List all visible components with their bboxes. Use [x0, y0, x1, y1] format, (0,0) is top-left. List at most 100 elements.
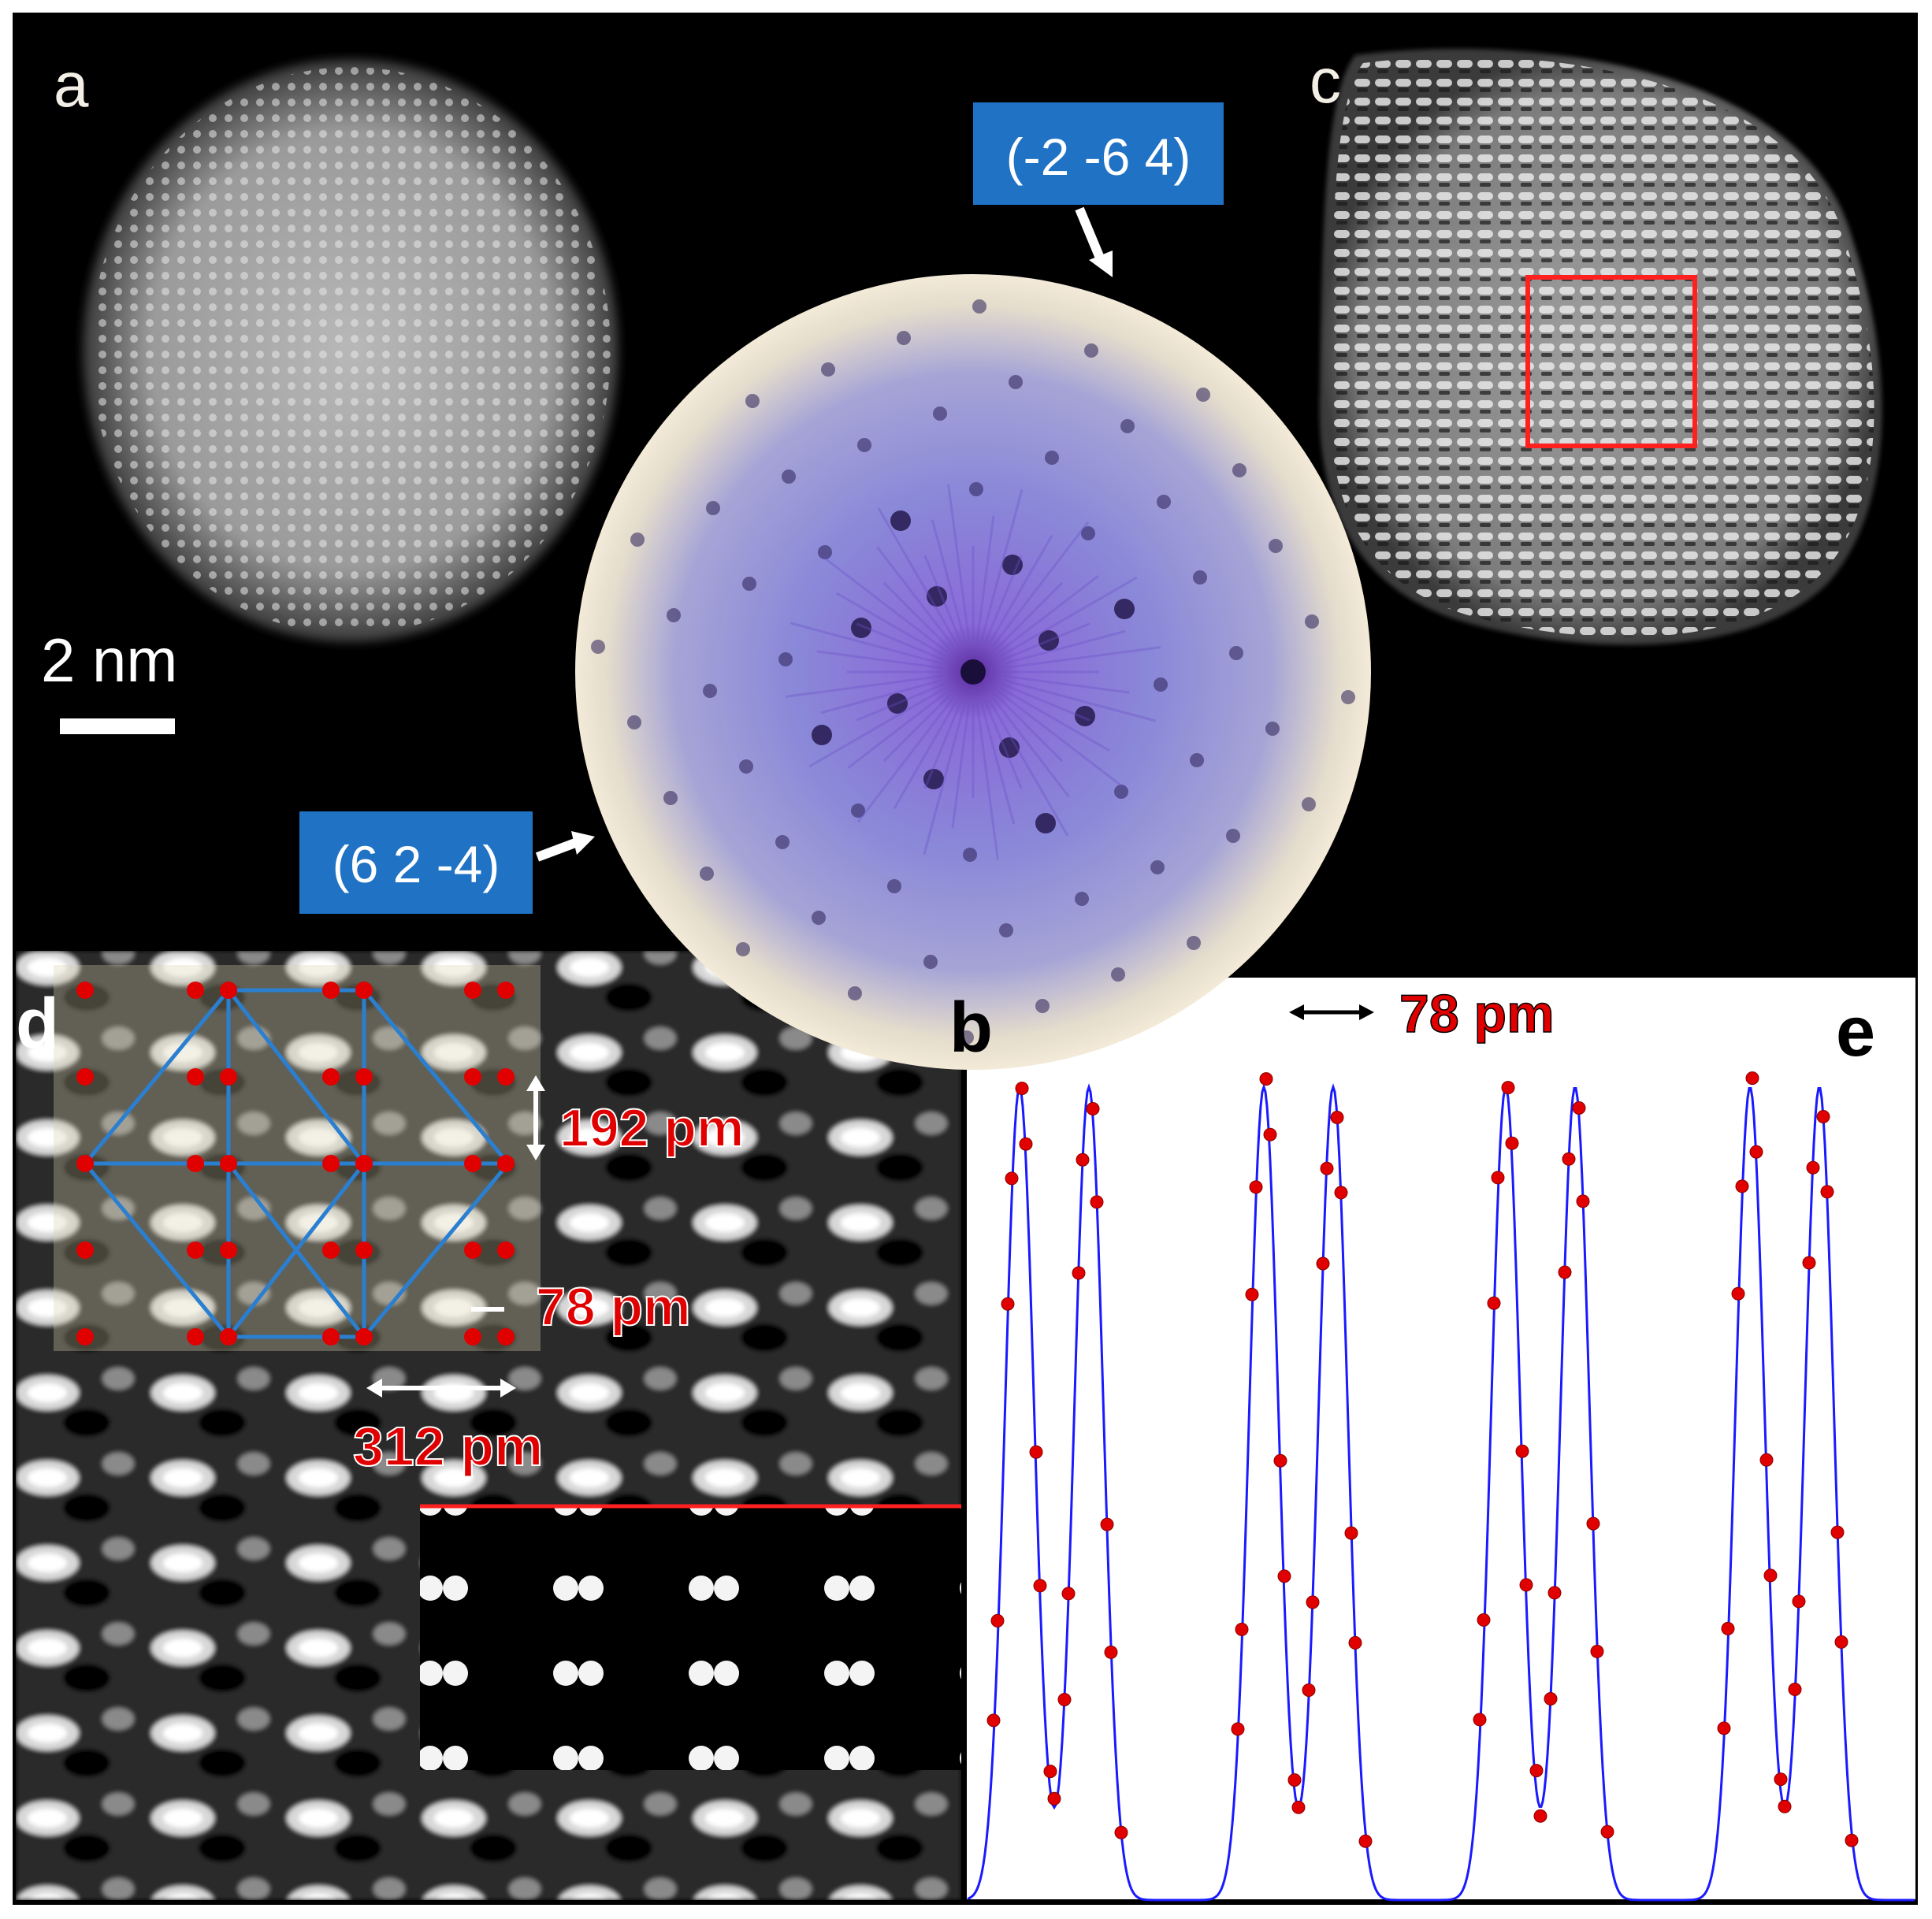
profile-point: [1334, 1186, 1348, 1200]
profile-point: [1358, 1834, 1373, 1848]
profile-point: [1802, 1256, 1816, 1270]
panel-d-overlay-region: [54, 965, 541, 1351]
fft-spot: [818, 545, 832, 559]
fft-spot: [775, 835, 790, 849]
fft-spot: [887, 879, 901, 893]
fft-spot: [706, 501, 720, 515]
panel-b-label: b: [949, 989, 993, 1067]
reflection-left-arrow: [535, 831, 595, 862]
fft-spot: [1196, 388, 1210, 402]
fft-streak: [882, 581, 952, 651]
atom-dot: [322, 1328, 340, 1346]
profile-point: [1043, 1765, 1057, 1779]
fft-streak: [923, 555, 963, 644]
profile-point: [1491, 1171, 1505, 1185]
atom-dot: [322, 1242, 340, 1259]
fft-spot: [1305, 614, 1319, 629]
fft-spot: [999, 923, 1013, 937]
atom-dot: [464, 1328, 481, 1346]
atom-dot: [355, 1155, 373, 1172]
profile-points: [986, 1071, 1859, 1848]
fft-spot: [999, 737, 1020, 758]
atom-dot: [464, 982, 481, 999]
profile-point: [1759, 1453, 1774, 1467]
atom-dot: [76, 982, 94, 999]
fft-streak: [856, 696, 955, 823]
fft-streak: [836, 592, 947, 658]
fft-spot: [1154, 677, 1168, 692]
profile-point: [1090, 1195, 1104, 1209]
fft-spot: [851, 804, 865, 818]
fft-streak: [820, 678, 943, 715]
fft-spot: [1150, 860, 1165, 874]
panel-d-simulation-inset: [420, 1506, 961, 1770]
profile-point: [1302, 1683, 1316, 1697]
scale-bar-label: 2 nm: [41, 625, 177, 695]
panel-b: (-2 -6 4) (6 2 -4) b: [299, 102, 1371, 1070]
profile-point: [1019, 1137, 1033, 1151]
profile-point: [1763, 1568, 1778, 1583]
fft-streak: [923, 700, 963, 789]
fft-spot: [663, 791, 678, 805]
fft-spot: [739, 759, 753, 774]
profile-point: [1562, 1152, 1576, 1166]
fft-spot: [1038, 630, 1059, 651]
fft-streak: [975, 703, 999, 860]
fft-spot: [960, 1030, 974, 1045]
atom-dot: [322, 1068, 340, 1086]
fft-streak: [785, 674, 942, 698]
profile-point: [1792, 1594, 1806, 1609]
atom-dot: [187, 1328, 204, 1346]
fft-spot: [963, 848, 977, 862]
fft-streak: [816, 650, 942, 670]
profile-point: [1086, 1102, 1100, 1115]
fft-spot: [778, 652, 793, 666]
fft-spot: [1269, 539, 1283, 553]
fft-spot: [1114, 785, 1128, 799]
fft-spot: [848, 986, 862, 1000]
profile-point: [1501, 1081, 1515, 1095]
fft-streak: [893, 698, 959, 809]
fft-streak: [951, 703, 971, 829]
fft-streak: [808, 686, 947, 768]
fft-spot: [1084, 343, 1098, 358]
lattice-line: [227, 1162, 366, 1338]
fft-spot: [1009, 375, 1023, 389]
profile-point: [1721, 1621, 1735, 1635]
fft-spot: [627, 715, 641, 729]
profile-point: [1306, 1595, 1320, 1609]
fft-streak: [991, 696, 1070, 798]
fft-spot: [1229, 646, 1243, 660]
fft-spot: [851, 618, 871, 638]
reflection-top-arrow: [1075, 206, 1113, 277]
fft-spot: [591, 640, 605, 654]
panel-d-lattice-lines: [84, 988, 510, 1339]
reflection-top-label: (-2 -6 4): [1006, 128, 1191, 186]
profile-point: [1245, 1287, 1259, 1301]
fft-streak: [947, 484, 971, 641]
fft-spot: [700, 867, 714, 881]
fft-spot: [1035, 813, 1056, 833]
fft-spot: [1226, 829, 1240, 843]
profile-point: [1816, 1110, 1830, 1123]
atom-dot: [322, 1155, 340, 1172]
profile-point: [1717, 1721, 1731, 1735]
fft-spot: [1075, 892, 1089, 906]
profile-point: [1806, 1160, 1820, 1175]
fft-spot: [1157, 495, 1171, 509]
profile-point: [1529, 1764, 1544, 1778]
fft-streak: [822, 555, 949, 654]
reflection-left-label: (6 2 -4): [333, 835, 500, 893]
fft-streak: [790, 622, 943, 666]
profile-point: [1731, 1286, 1745, 1301]
fft-streak: [847, 690, 949, 769]
profile-point: [1344, 1526, 1358, 1540]
fft-spot: [1187, 936, 1201, 950]
profile-point: [990, 1613, 1005, 1628]
profile-point: [1114, 1825, 1128, 1839]
fft-spot: [1190, 753, 1204, 767]
profile-point: [1033, 1579, 1047, 1593]
scale-bar: [60, 718, 175, 734]
atom-dot: [220, 1155, 237, 1172]
fft-streak: [856, 622, 945, 662]
